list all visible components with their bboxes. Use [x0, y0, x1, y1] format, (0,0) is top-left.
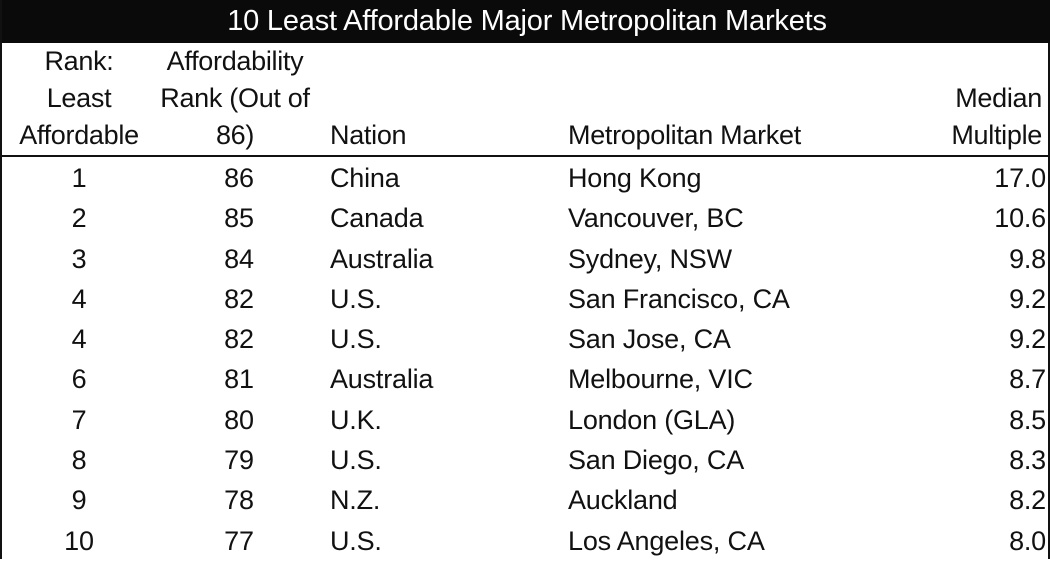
cell-nation: U.S.: [330, 324, 382, 355]
header-affordability-line-3: 86): [215, 120, 255, 150]
header-rank-line-2: Least: [46, 83, 112, 113]
cell-market: London (GLA): [568, 404, 736, 435]
cell-median-multiple: 10.6: [994, 203, 1046, 234]
header-nation-label: Nation: [330, 120, 407, 150]
cell-rank: 4: [71, 324, 87, 355]
table-row: 7 80 U.K. London (GLA) 8.5: [2, 400, 1050, 440]
cell-nation: N.Z.: [330, 485, 381, 516]
header-market-label: Metropolitan Market: [568, 120, 801, 150]
cell-market: Melbourne, VIC: [568, 364, 753, 395]
table-row: 3 84 Australia Sydney, NSW 9.8: [2, 239, 1050, 279]
cell-median-multiple: 8.3: [1009, 445, 1046, 476]
cell-median-multiple: 17.0: [994, 163, 1046, 193]
cell-affordability-rank: 77: [224, 525, 254, 556]
table-row: 4 82 U.S. San Jose, CA 9.2: [2, 319, 1050, 359]
cell-affordability-rank: 79: [224, 445, 254, 476]
header-rank: Rank: Least Affordable: [4, 43, 154, 154]
header-affordability-rank: Affordability Rank (Out of 86): [150, 43, 320, 154]
header-metropolitan-market: Metropolitan Market: [568, 117, 801, 154]
cell-rank: 2: [71, 203, 87, 234]
cell-market: San Jose, CA: [568, 324, 731, 355]
cell-market: Sydney, NSW: [568, 243, 732, 274]
cell-affordability-rank: 82: [224, 324, 254, 355]
cell-median-multiple: 8.0: [1009, 525, 1046, 556]
cell-affordability-rank: 81: [224, 364, 254, 395]
cell-affordability-rank: 78: [224, 485, 254, 516]
cell-market: Auckland: [568, 485, 678, 516]
header-affordability-line-1: Affordability: [166, 46, 304, 76]
cell-rank: 3: [71, 243, 87, 274]
cell-median-multiple: 8.5: [1009, 404, 1046, 435]
table-row: 4 82 U.S. San Francisco, CA 9.2: [2, 279, 1050, 319]
cell-nation: China: [330, 163, 400, 193]
cell-affordability-rank: 80: [224, 404, 254, 435]
cell-affordability-rank: 84: [224, 243, 254, 274]
cell-market: San Diego, CA: [568, 445, 744, 476]
cell-affordability-rank: 82: [224, 283, 254, 314]
cell-median-multiple: 8.2: [1009, 485, 1046, 516]
cell-median-multiple: 8.7: [1009, 364, 1046, 395]
cell-market: Los Angeles, CA: [568, 525, 765, 556]
cell-rank: 4: [71, 283, 87, 314]
table-title: 10 Least Affordable Major Metropolitan M…: [2, 0, 1050, 43]
cell-median-multiple: 9.8: [1009, 243, 1046, 274]
table-row: 9 78 N.Z. Auckland 8.2: [2, 480, 1050, 520]
cell-nation: Australia: [330, 364, 434, 395]
header-nation: Nation: [330, 117, 407, 154]
cell-nation: U.S.: [330, 445, 382, 476]
cell-nation: U.K.: [330, 404, 382, 435]
cell-nation: Canada: [330, 203, 424, 234]
cell-rank: 8: [71, 445, 87, 476]
cell-nation: U.S.: [330, 283, 382, 314]
header-rank-line-1: Rank:: [44, 46, 114, 76]
cell-affordability-rank: 86: [224, 163, 254, 193]
cell-rank: 7: [71, 404, 87, 435]
cell-nation: U.S.: [330, 525, 382, 556]
cell-rank: 10: [64, 525, 94, 556]
cell-median-multiple: 9.2: [1009, 324, 1046, 355]
table-row: 2 85 Canada Vancouver, BC 10.6: [2, 198, 1050, 238]
header-median-line-1: Median: [955, 83, 1042, 113]
header-median-multiple: Median Multiple: [882, 80, 1042, 154]
header-affordability-line-2: Rank (Out of: [160, 83, 310, 113]
table-row: 10 77 U.S. Los Angeles, CA 8.0: [2, 521, 1050, 561]
header-median-line-2: Multiple: [951, 120, 1042, 150]
cell-market: Hong Kong: [568, 163, 702, 193]
cell-median-multiple: 9.2: [1009, 283, 1046, 314]
table-row: 1 86 China Hong Kong 17.0: [2, 158, 1050, 198]
table-body: 1 86 China Hong Kong 17.0 2 85 Canada Va…: [2, 158, 1050, 561]
cell-rank: 6: [71, 364, 87, 395]
cell-affordability-rank: 85: [224, 203, 254, 234]
cell-rank: 9: [71, 485, 87, 516]
cell-nation: Australia: [330, 243, 434, 274]
cell-market: Vancouver, BC: [568, 203, 744, 234]
header-divider: [2, 155, 1050, 157]
table-row: 6 81 Australia Melbourne, VIC 8.7: [2, 359, 1050, 399]
cell-rank: 1: [71, 163, 87, 193]
table-row: 8 79 U.S. San Diego, CA 8.3: [2, 440, 1050, 480]
cell-market: San Francisco, CA: [568, 283, 790, 314]
header-rank-line-3: Affordable: [19, 120, 139, 150]
